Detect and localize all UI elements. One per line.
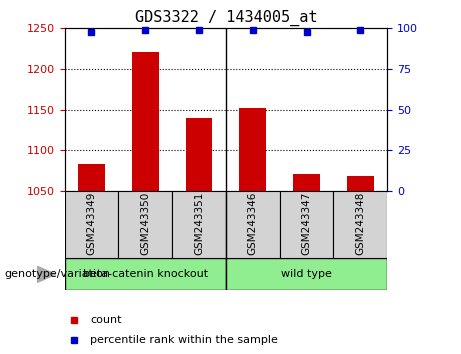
- Text: GSM243351: GSM243351: [194, 192, 204, 255]
- Bar: [333, 191, 387, 258]
- Bar: [172, 191, 226, 258]
- Text: GSM243350: GSM243350: [140, 192, 150, 255]
- Text: count: count: [90, 315, 122, 325]
- Text: GSM243349: GSM243349: [86, 192, 96, 255]
- Text: GSM243347: GSM243347: [301, 192, 312, 255]
- Bar: [226, 258, 387, 290]
- Bar: [239, 108, 266, 191]
- Bar: [280, 191, 333, 258]
- Bar: [65, 258, 226, 290]
- Bar: [185, 118, 213, 191]
- Text: GSM243348: GSM243348: [355, 192, 366, 255]
- Bar: [118, 191, 172, 258]
- Polygon shape: [38, 266, 56, 282]
- Text: percentile rank within the sample: percentile rank within the sample: [90, 335, 278, 345]
- Text: beta-catenin knockout: beta-catenin knockout: [83, 269, 208, 279]
- Text: genotype/variation: genotype/variation: [5, 269, 111, 279]
- Bar: [347, 176, 374, 191]
- Text: wild type: wild type: [281, 269, 332, 279]
- Title: GDS3322 / 1434005_at: GDS3322 / 1434005_at: [135, 9, 317, 25]
- Bar: [65, 191, 118, 258]
- Text: GSM243346: GSM243346: [248, 192, 258, 255]
- Bar: [78, 164, 105, 191]
- Bar: [226, 191, 280, 258]
- Bar: [293, 174, 320, 191]
- Bar: [132, 52, 159, 191]
